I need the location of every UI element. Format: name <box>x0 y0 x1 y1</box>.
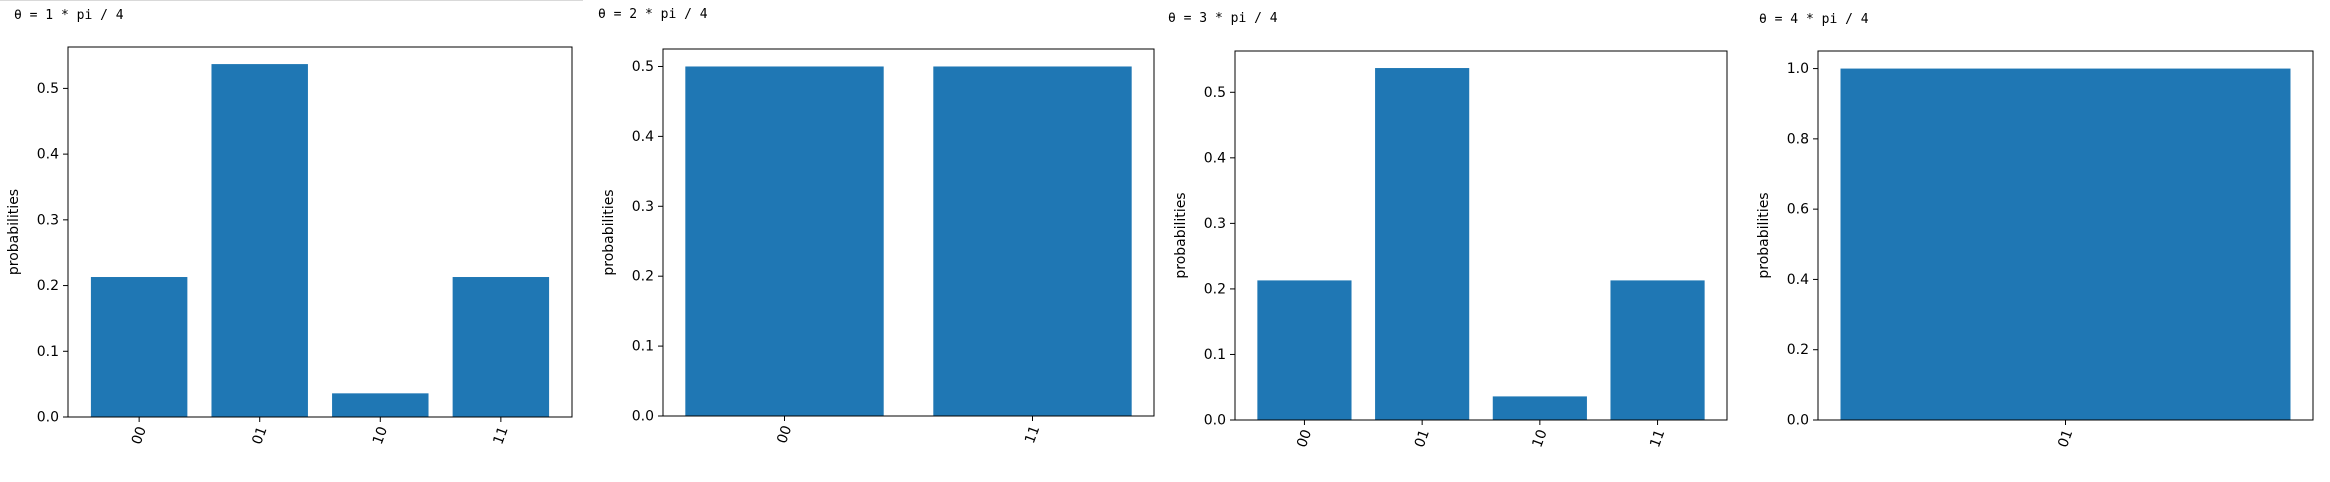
chart-plot: 0.0 0.1 0.2 0.3 0.4 0.5 00 01 10 11 probabilities <box>6 46 573 447</box>
bar-00 <box>685 66 884 416</box>
y-tick-label: 0.3 <box>37 212 59 228</box>
y-tick-label: 0.0 <box>1787 413 1809 429</box>
y-tick-label: 0.3 <box>1204 216 1226 232</box>
x-tick-label: 01 <box>249 425 270 447</box>
y-tick-label: 0.6 <box>1787 202 1809 218</box>
bar-01 <box>1840 68 2291 420</box>
bar-11 <box>933 66 1132 416</box>
chart-plot: 0.0 0.2 0.4 0.6 0.8 1.0 01 probabilities <box>1756 50 2314 450</box>
y-tick-label: 0.1 <box>37 344 59 360</box>
y-tick-label: 0.4 <box>37 147 59 163</box>
y-axis-label: probabilities <box>6 189 22 275</box>
axes-frame <box>1234 50 1728 421</box>
bar-01 <box>211 64 308 417</box>
x-tick-label: 11 <box>1647 428 1668 450</box>
y-tick-label: 0.0 <box>1204 413 1226 429</box>
chart-plot: 0.0 0.1 0.2 0.3 0.4 0.5 00 01 10 11 probabilities <box>1173 50 1728 450</box>
y-tick-label: 0.4 <box>1204 150 1226 166</box>
axes-frame <box>662 48 1155 417</box>
chart-panel-4: θ = 4 * pi / 4 0.0 0.2 0.4 0.6 0.8 1.0 01 probab… <box>1747 0 2330 482</box>
x-tick-label: 10 <box>1530 428 1551 450</box>
y-tick-label: 0.5 <box>37 81 59 97</box>
x-tick-label: 11 <box>1022 424 1043 446</box>
bar-11 <box>452 277 550 417</box>
y-tick-label: 0.4 <box>632 129 654 145</box>
y-tick-label: 0.0 <box>37 410 59 426</box>
x-tick-label: 00 <box>129 425 150 447</box>
y-tick-label: 0.2 <box>632 269 654 285</box>
y-axis-label: probabilities <box>1756 192 1772 278</box>
y-tick-label: 0.0 <box>632 409 654 425</box>
chart-title: θ = 4 * pi / 4 <box>1759 12 1869 27</box>
y-tick-label: 0.2 <box>1787 342 1809 358</box>
bar-00 <box>1257 280 1352 420</box>
y-tick-label: 0.2 <box>1204 281 1226 297</box>
y-tick-label: 0.5 <box>632 59 654 75</box>
bar-11 <box>1610 280 1705 420</box>
y-axis-label: probabilities <box>1173 192 1189 278</box>
y-axis-label: probabilities <box>601 189 617 275</box>
chart-title: θ = 2 * pi / 4 <box>598 7 708 22</box>
y-tick-label: 0.1 <box>632 339 654 355</box>
bar-10 <box>1492 396 1587 420</box>
x-tick-label: 10 <box>370 425 391 447</box>
chart-panel-2: θ = 2 * pi / 4 0.0 0.1 0.2 0.3 0.4 0.5 00 11 prob… <box>583 0 1166 482</box>
top-divider <box>0 0 583 1</box>
x-tick-label: 00 <box>1294 428 1315 450</box>
y-tick-label: 0.3 <box>632 199 654 215</box>
y-tick-label: 0.4 <box>1787 272 1809 288</box>
x-tick-label: 11 <box>491 425 512 447</box>
bar-00 <box>90 277 188 417</box>
x-tick-label: 01 <box>2055 428 2076 450</box>
chart-panel-3: θ = 3 * pi / 4 0.0 0.1 0.2 0.3 0.4 0.5 00 01 10 11… <box>1165 0 1748 482</box>
y-tick-label: 0.1 <box>1204 347 1226 363</box>
chart-plot: 0.0 0.1 0.2 0.3 0.4 0.5 00 11 probabilities <box>601 48 1155 446</box>
y-tick-label: 0.2 <box>37 278 59 294</box>
bar-01 <box>1375 68 1470 420</box>
y-tick-label: 0.8 <box>1787 131 1809 147</box>
chart-title: θ = 1 * pi / 4 <box>14 8 124 23</box>
bar-10 <box>332 393 429 417</box>
y-tick-label: 1.0 <box>1787 61 1809 77</box>
chart-panel-1: θ = 1 * pi / 4 0.0 0.1 0.2 0.3 0.4 0.5 00 01 10 11… <box>0 0 583 482</box>
x-tick-label: 00 <box>774 424 795 446</box>
y-tick-label: 0.5 <box>1204 85 1226 101</box>
x-tick-label: 01 <box>1412 428 1433 450</box>
axes-frame <box>67 46 573 418</box>
chart-title: θ = 3 * pi / 4 <box>1168 11 1278 26</box>
